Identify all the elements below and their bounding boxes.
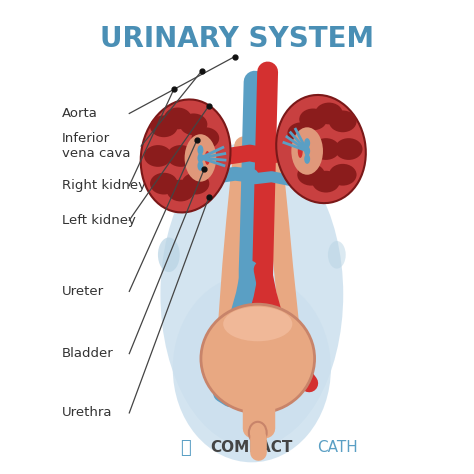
Text: Urethra: Urethra [62,406,112,419]
Ellipse shape [328,241,346,269]
Ellipse shape [287,122,315,144]
Ellipse shape [329,164,356,186]
Text: Inferior
vena cava: Inferior vena cava [62,132,130,160]
Ellipse shape [304,138,310,148]
Ellipse shape [182,173,210,194]
Ellipse shape [312,138,340,160]
Ellipse shape [167,180,194,201]
Ellipse shape [158,237,180,272]
Text: Bladder: Bladder [62,347,114,360]
Text: Left kidney: Left kidney [62,214,136,227]
Text: CATH: CATH [317,440,358,455]
Ellipse shape [191,128,219,149]
Ellipse shape [298,144,303,158]
Ellipse shape [335,138,363,160]
Ellipse shape [249,422,267,444]
Text: Right kidney: Right kidney [62,179,146,192]
Ellipse shape [167,145,194,167]
Ellipse shape [198,153,203,163]
Ellipse shape [304,154,310,164]
Ellipse shape [201,304,315,413]
Ellipse shape [150,116,178,137]
Text: URINARY SYSTEM: URINARY SYSTEM [100,25,374,53]
Text: 🖐: 🖐 [180,438,191,456]
Ellipse shape [198,145,203,155]
Ellipse shape [292,128,323,175]
Ellipse shape [180,113,207,135]
Ellipse shape [223,307,292,341]
Ellipse shape [276,95,366,203]
Ellipse shape [315,102,343,124]
Ellipse shape [299,109,327,130]
Ellipse shape [329,110,356,132]
Ellipse shape [304,146,310,156]
Ellipse shape [297,164,325,186]
Ellipse shape [144,145,172,167]
Ellipse shape [141,100,230,212]
Text: Ureter: Ureter [62,285,104,298]
Ellipse shape [205,151,210,165]
Ellipse shape [160,141,343,447]
Ellipse shape [312,171,340,192]
Text: COMPACT: COMPACT [210,440,292,455]
Ellipse shape [184,134,216,182]
Text: Aorta: Aorta [62,107,98,120]
Ellipse shape [150,173,178,194]
Ellipse shape [164,108,191,129]
Ellipse shape [173,274,331,462]
Ellipse shape [198,161,203,171]
